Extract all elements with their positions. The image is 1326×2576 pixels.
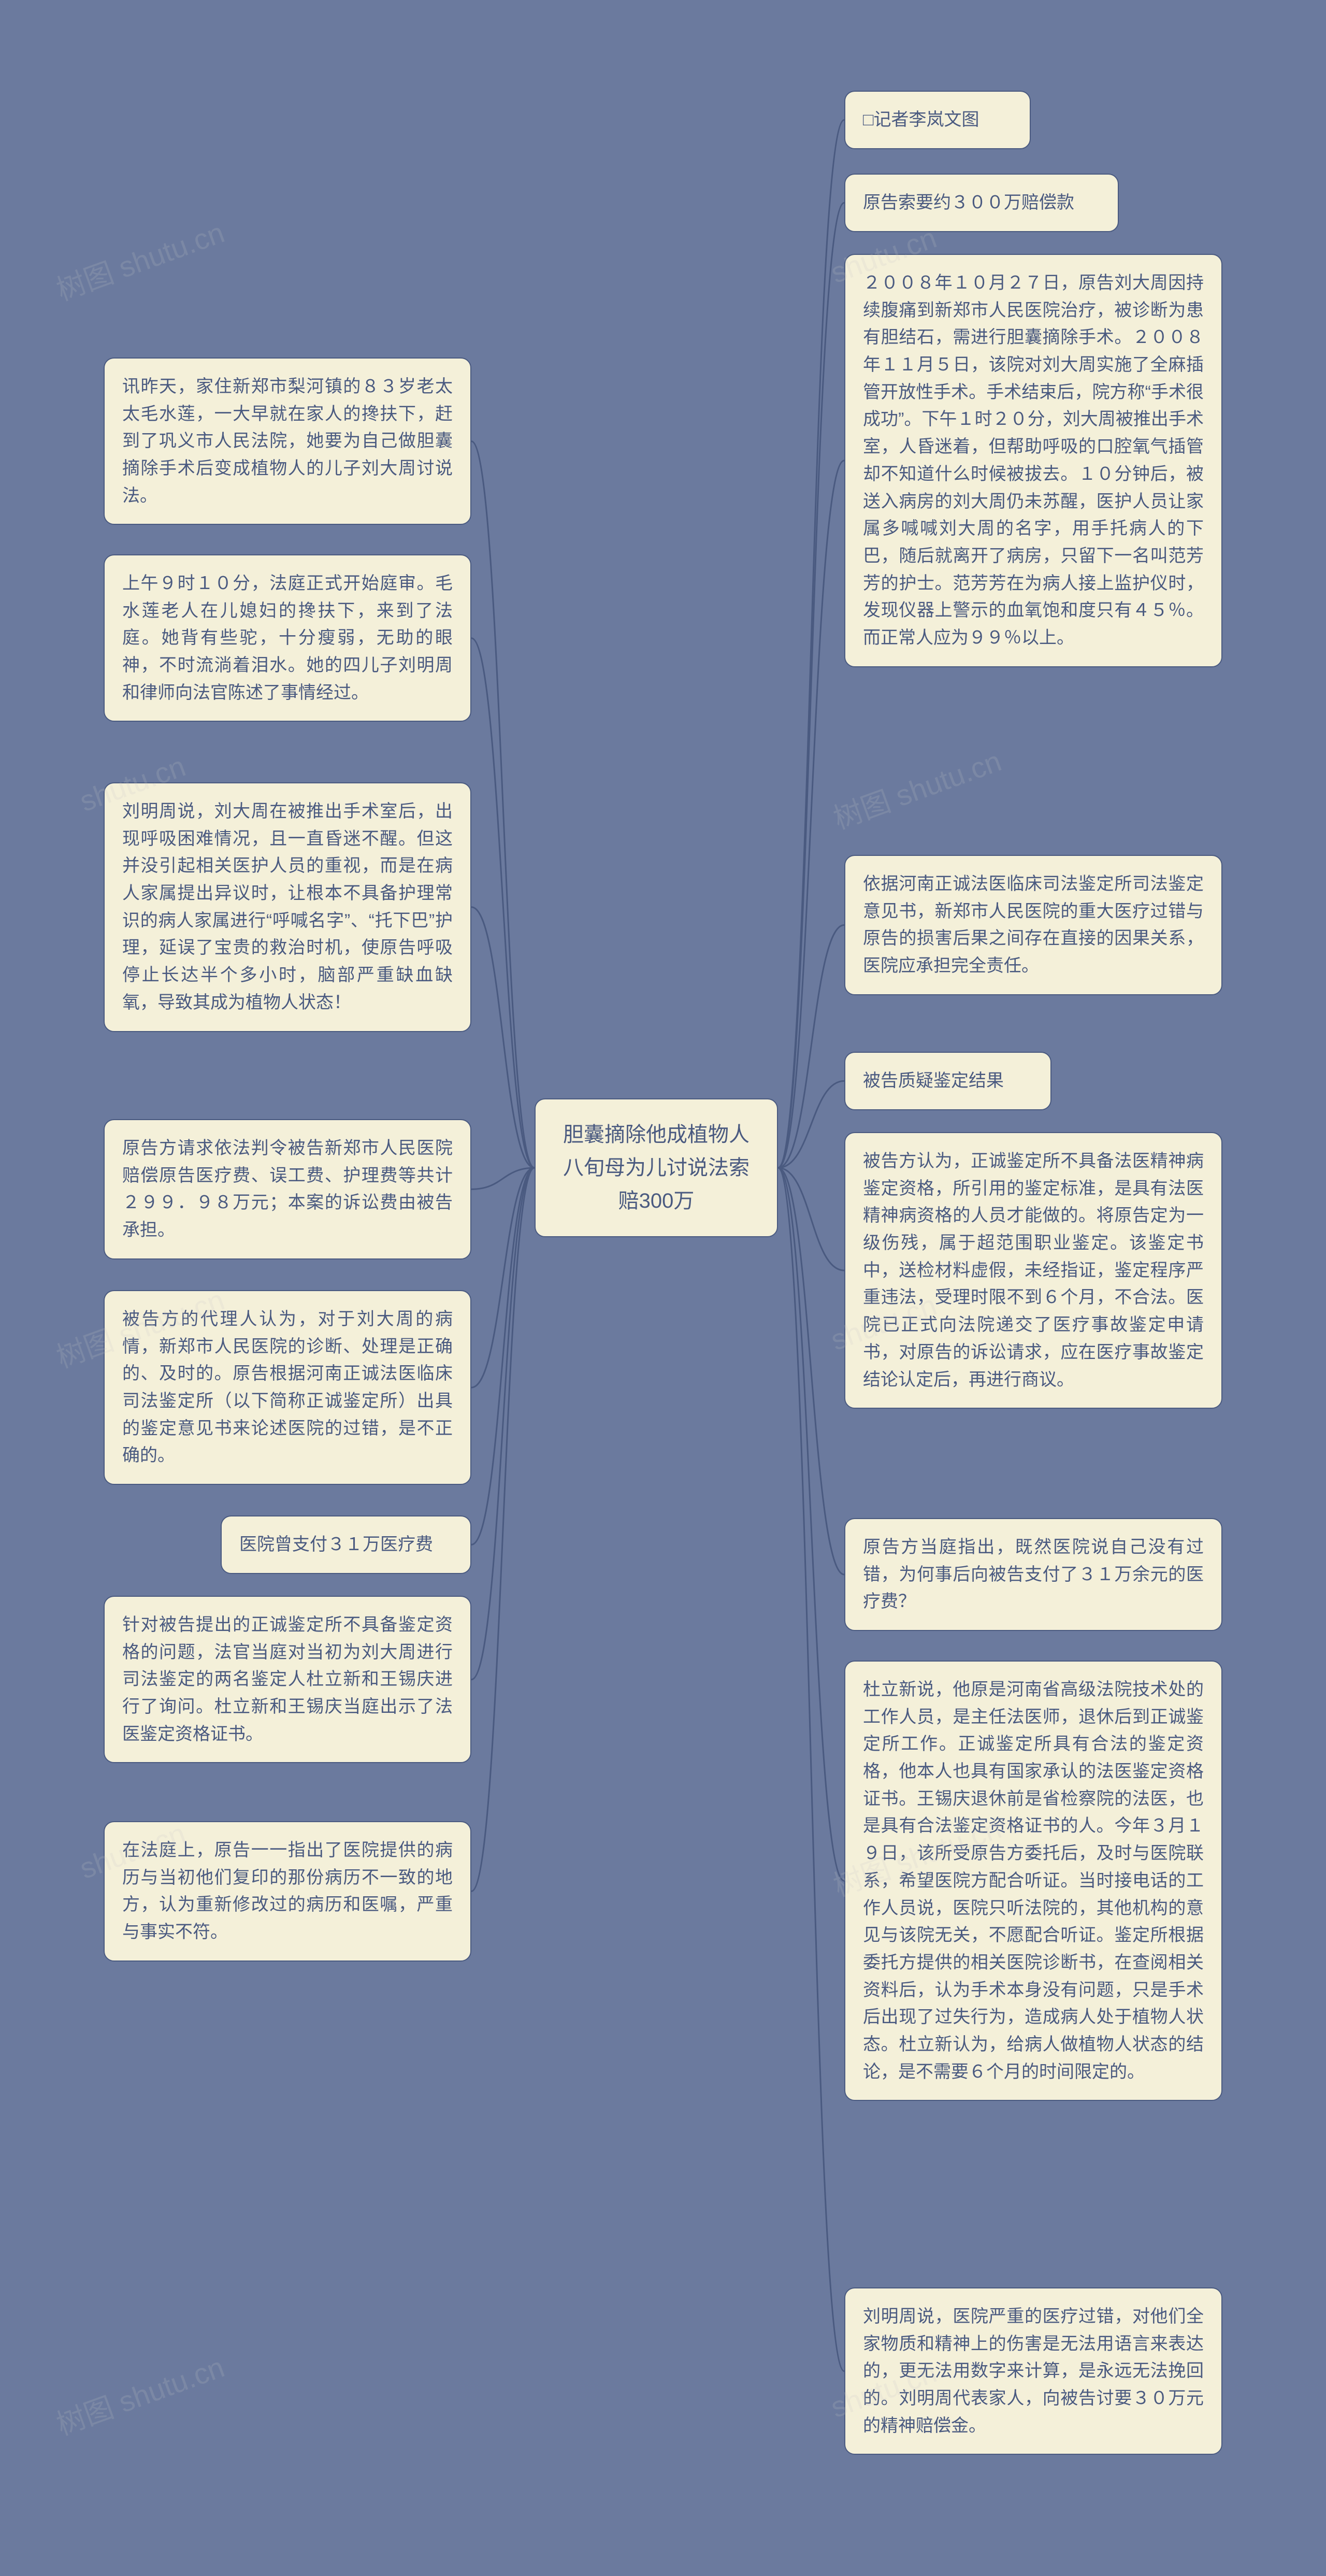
center-node-text: 胆囊摘除他成植物人八旬母为儿讨说法索赔300万 — [563, 1123, 750, 1212]
right-node: 原告方当庭指出，既然医院说自己没有过错，为何事后向被告支付了３１万余元的医疗费？ — [844, 1518, 1222, 1631]
node-text: 刘明周说，医院严重的医疗过错，对他们全家物质和精神上的伤害是无法用语言来表达的，… — [863, 2307, 1204, 2436]
node-text: 在法庭上，原告一一指出了医院提供的病历与当初他们复印的那份病历不一致的地方，认为… — [122, 1840, 453, 1942]
left-node: 上午９时１０分，法庭正式开始庭审。毛水莲老人在儿媳妇的搀扶下，来到了法庭。她背有… — [104, 554, 471, 722]
node-text: 被告方认为，正诚鉴定所不具备法医精神病鉴定资格，所引用的鉴定标准，是具有法医精神… — [863, 1151, 1204, 1390]
right-node: ２００８年１０月２７日，原告刘大周因持续腹痛到新郑市人民医院治疗，被诊断为患有胆… — [844, 254, 1222, 667]
node-text: 针对被告提出的正诚鉴定所不具备鉴定资格的问题，法官当庭对当初为刘大周进行司法鉴定… — [122, 1615, 453, 1744]
connector — [778, 203, 844, 1168]
node-text: 杜立新说，他原是河南省高级法院技术处的工作人员，是主任法医师，退休后到正诚鉴定所… — [863, 1680, 1204, 2082]
node-text: 被告质疑鉴定结果 — [863, 1071, 1004, 1091]
left-node: 被告方的代理人认为，对于刘大周的病情，新郑市人民医院的诊断、处理是正确的、及时的… — [104, 1290, 471, 1485]
connector — [471, 441, 535, 1168]
connector — [471, 907, 535, 1168]
node-text: 上午９时１０分，法庭正式开始庭审。毛水莲老人在儿媳妇的搀扶下，来到了法庭。她背有… — [122, 574, 453, 703]
node-text: □记者李岚文图 — [863, 110, 979, 130]
left-node: 讯昨天，家住新郑市梨河镇的８３岁老太太毛水莲，一大早就在家人的搀扶下，赶到了巩义… — [104, 357, 471, 525]
node-text: 原告索要约３００万赔偿款 — [863, 193, 1074, 212]
left-node: 原告方请求依法判令被告新郑市人民医院赔偿原告医疗费、误工费、护理费等共计２９９．… — [104, 1119, 471, 1260]
right-node: 杜立新说，他原是河南省高级法院技术处的工作人员，是主任法医师，退休后到正诚鉴定所… — [844, 1661, 1222, 2101]
left-node: 在法庭上，原告一一指出了医院提供的病历与当初他们复印的那份病历不一致的地方，认为… — [104, 1821, 471, 1962]
connector — [778, 1168, 844, 1881]
connector — [471, 638, 535, 1168]
node-text: 讯昨天，家住新郑市梨河镇的８３岁老太太毛水莲，一大早就在家人的搀扶下，赶到了巩义… — [122, 377, 453, 506]
connector — [778, 1081, 844, 1168]
node-text: ２００８年１０月２７日，原告刘大周因持续腹痛到新郑市人民医院治疗，被诊断为患有胆… — [863, 273, 1204, 648]
connector — [471, 1168, 535, 1189]
connector — [778, 120, 844, 1168]
node-text: 刘明周说，刘大周在被推出手术室后，出现呼吸困难情况，且一直昏迷不醒。但这并没引起… — [122, 802, 453, 1012]
right-node: 刘明周说，医院严重的医疗过错，对他们全家物质和精神上的伤害是无法用语言来表达的，… — [844, 2287, 1222, 2455]
connector — [471, 1168, 535, 1891]
node-text: 原告方请求依法判令被告新郑市人民医院赔偿原告医疗费、误工费、护理费等共计２９９．… — [122, 1138, 453, 1240]
right-node: 依据河南正诚法医临床司法鉴定所司法鉴定意见书，新郑市人民医院的重大医疗过错与原告… — [844, 855, 1222, 995]
watermark: 树图 shutu.cn — [50, 2344, 229, 2443]
watermark: 树图 shutu.cn — [827, 738, 1006, 837]
connector — [471, 1168, 535, 1387]
connector — [778, 1168, 844, 1270]
connector — [778, 925, 844, 1168]
watermark: 树图 shutu.cn — [50, 209, 229, 309]
left-node: 针对被告提出的正诚鉴定所不具备鉴定资格的问题，法官当庭对当初为刘大周进行司法鉴定… — [104, 1596, 471, 1763]
right-node: 被告质疑鉴定结果 — [844, 1052, 1051, 1110]
connector — [471, 1168, 535, 1544]
right-node: 被告方认为，正诚鉴定所不具备法医精神病鉴定资格，所引用的鉴定标准，是具有法医精神… — [844, 1132, 1222, 1409]
node-text: 原告方当庭指出，既然医院说自己没有过错，为何事后向被告支付了３１万余元的医疗费？ — [863, 1537, 1204, 1611]
node-text: 依据河南正诚法医临床司法鉴定所司法鉴定意见书，新郑市人民医院的重大医疗过错与原告… — [863, 874, 1204, 976]
right-node: □记者李岚文图 — [844, 91, 1031, 149]
connector — [778, 1168, 844, 2371]
left-node: 刘明周说，刘大周在被推出手术室后，出现呼吸困难情况，且一直昏迷不醒。但这并没引起… — [104, 782, 471, 1032]
left-node: 医院曾支付３１万医疗费 — [221, 1515, 471, 1574]
center-node: 胆囊摘除他成植物人八旬母为儿讨说法索赔300万 — [535, 1098, 778, 1237]
connector — [778, 461, 844, 1168]
right-node: 原告索要约３００万赔偿款 — [844, 174, 1119, 232]
node-text: 医院曾支付３１万医疗费 — [239, 1535, 433, 1554]
node-text: 被告方的代理人认为，对于刘大周的病情，新郑市人民医院的诊断、处理是正确的、及时的… — [122, 1309, 453, 1465]
connector — [471, 1168, 535, 1680]
connector — [778, 1168, 844, 1575]
